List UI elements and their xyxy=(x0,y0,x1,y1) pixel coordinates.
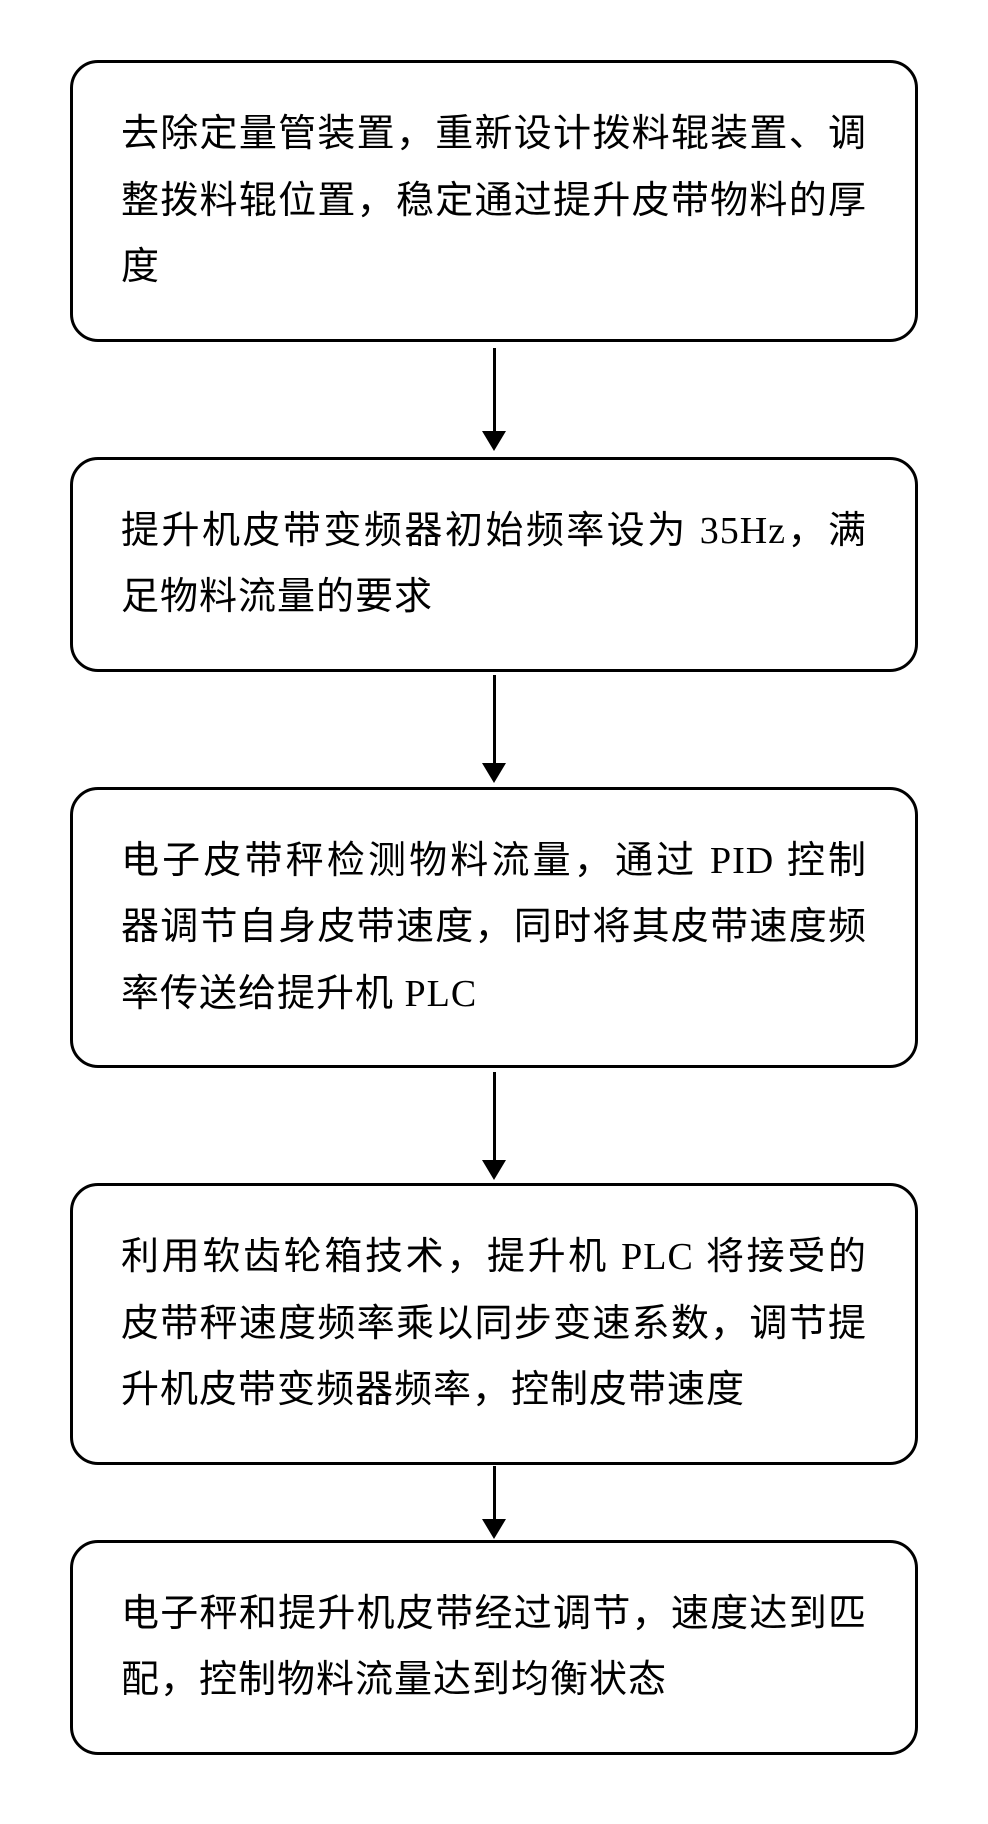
node-text-2: 提升机皮带变频器初始频率设为 35Hz，满足物料流量的要求 xyxy=(121,498,867,631)
arrow-head-icon xyxy=(482,431,506,451)
arrow-1 xyxy=(482,342,506,457)
node-text-1: 去除定量管装置，重新设计拨料辊装置、调整拨料辊位置，稳定通过提升皮带物料的厚度 xyxy=(121,101,867,301)
arrow-head-icon xyxy=(482,1519,506,1539)
arrow-2 xyxy=(482,672,506,787)
arrow-line-1 xyxy=(493,348,496,433)
arrow-line-2 xyxy=(493,675,496,765)
flow-node-4: 利用软齿轮箱技术，提升机 PLC 将接受的皮带秤速度频率乘以同步变速系数，调节提… xyxy=(70,1183,918,1465)
arrow-head-icon xyxy=(482,1160,506,1180)
flow-node-5: 电子秤和提升机皮带经过调节，速度达到匹配，控制物料流量达到均衡状态 xyxy=(70,1540,918,1755)
flow-node-2: 提升机皮带变频器初始频率设为 35Hz，满足物料流量的要求 xyxy=(70,457,918,672)
arrow-line-3 xyxy=(493,1072,496,1162)
arrow-3 xyxy=(482,1068,506,1183)
node-text-3: 电子皮带秤检测物料流量，通过 PID 控制器调节自身皮带速度，同时将其皮带速度频… xyxy=(121,828,867,1028)
flow-node-1: 去除定量管装置，重新设计拨料辊装置、调整拨料辊位置，稳定通过提升皮带物料的厚度 xyxy=(70,60,918,342)
node-text-5: 电子秤和提升机皮带经过调节，速度达到匹配，控制物料流量达到均衡状态 xyxy=(121,1581,867,1714)
flowchart-container: 去除定量管装置，重新设计拨料辊装置、调整拨料辊位置，稳定通过提升皮带物料的厚度 … xyxy=(70,60,918,1755)
node-text-4: 利用软齿轮箱技术，提升机 PLC 将接受的皮带秤速度频率乘以同步变速系数，调节提… xyxy=(121,1224,867,1424)
arrow-head-icon xyxy=(482,763,506,783)
arrow-line-4 xyxy=(493,1466,496,1521)
arrow-4 xyxy=(482,1465,506,1540)
flow-node-3: 电子皮带秤检测物料流量，通过 PID 控制器调节自身皮带速度，同时将其皮带速度频… xyxy=(70,787,918,1069)
